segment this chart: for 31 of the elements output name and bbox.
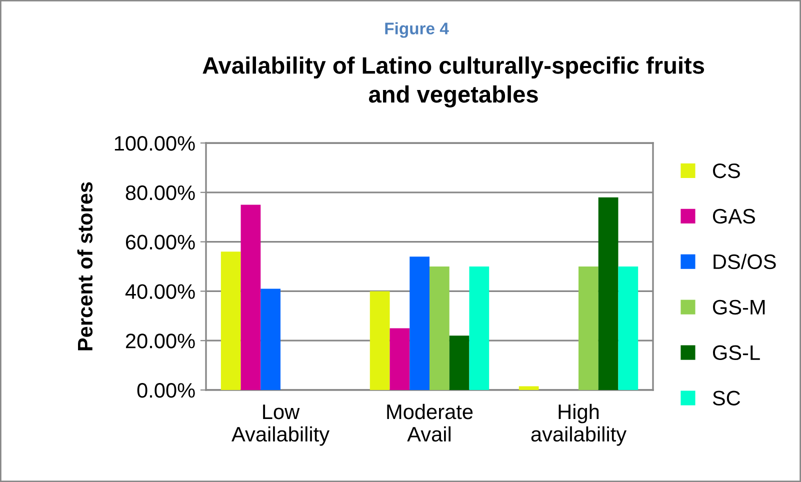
bar	[598, 197, 618, 390]
x-tick-label: High availability	[531, 404, 627, 446]
bar	[220, 252, 241, 390]
bar	[449, 336, 470, 390]
chart-title: Availability of Latino culturally-specific fruits and vegetables	[202, 56, 704, 108]
bar	[469, 266, 490, 390]
legend-label: SC	[712, 390, 740, 406]
bar	[518, 386, 539, 390]
legend-label: GS-L	[712, 345, 760, 360]
caption: Figure 4	[385, 22, 449, 38]
bar	[260, 288, 280, 390]
y-tick-label: 100.00%	[114, 136, 195, 151]
bar	[578, 266, 598, 390]
bar	[618, 266, 638, 390]
x-tick-label: Low Availability	[232, 404, 330, 446]
legend-label: GS-M	[712, 300, 765, 315]
legend-label: CS	[713, 163, 740, 178]
legend-label: GAS	[712, 208, 755, 224]
bar	[240, 204, 261, 390]
y-tick-label: 40.00%	[125, 284, 195, 299]
y-tick-label: 20.00%	[126, 334, 195, 348]
bar	[370, 291, 390, 390]
bar	[390, 328, 410, 390]
legend-label: DS/OS	[714, 254, 776, 270]
y-tick-label: 60.00%	[126, 234, 195, 250]
y-axis-title: Percent of stores	[77, 182, 93, 350]
x-tick-label: Moderate Avail	[387, 404, 473, 442]
bar	[410, 256, 430, 390]
bar	[430, 266, 450, 390]
y-tick-label: 0.00%	[137, 383, 195, 398]
y-tick-label: 80.00%	[126, 185, 195, 200]
